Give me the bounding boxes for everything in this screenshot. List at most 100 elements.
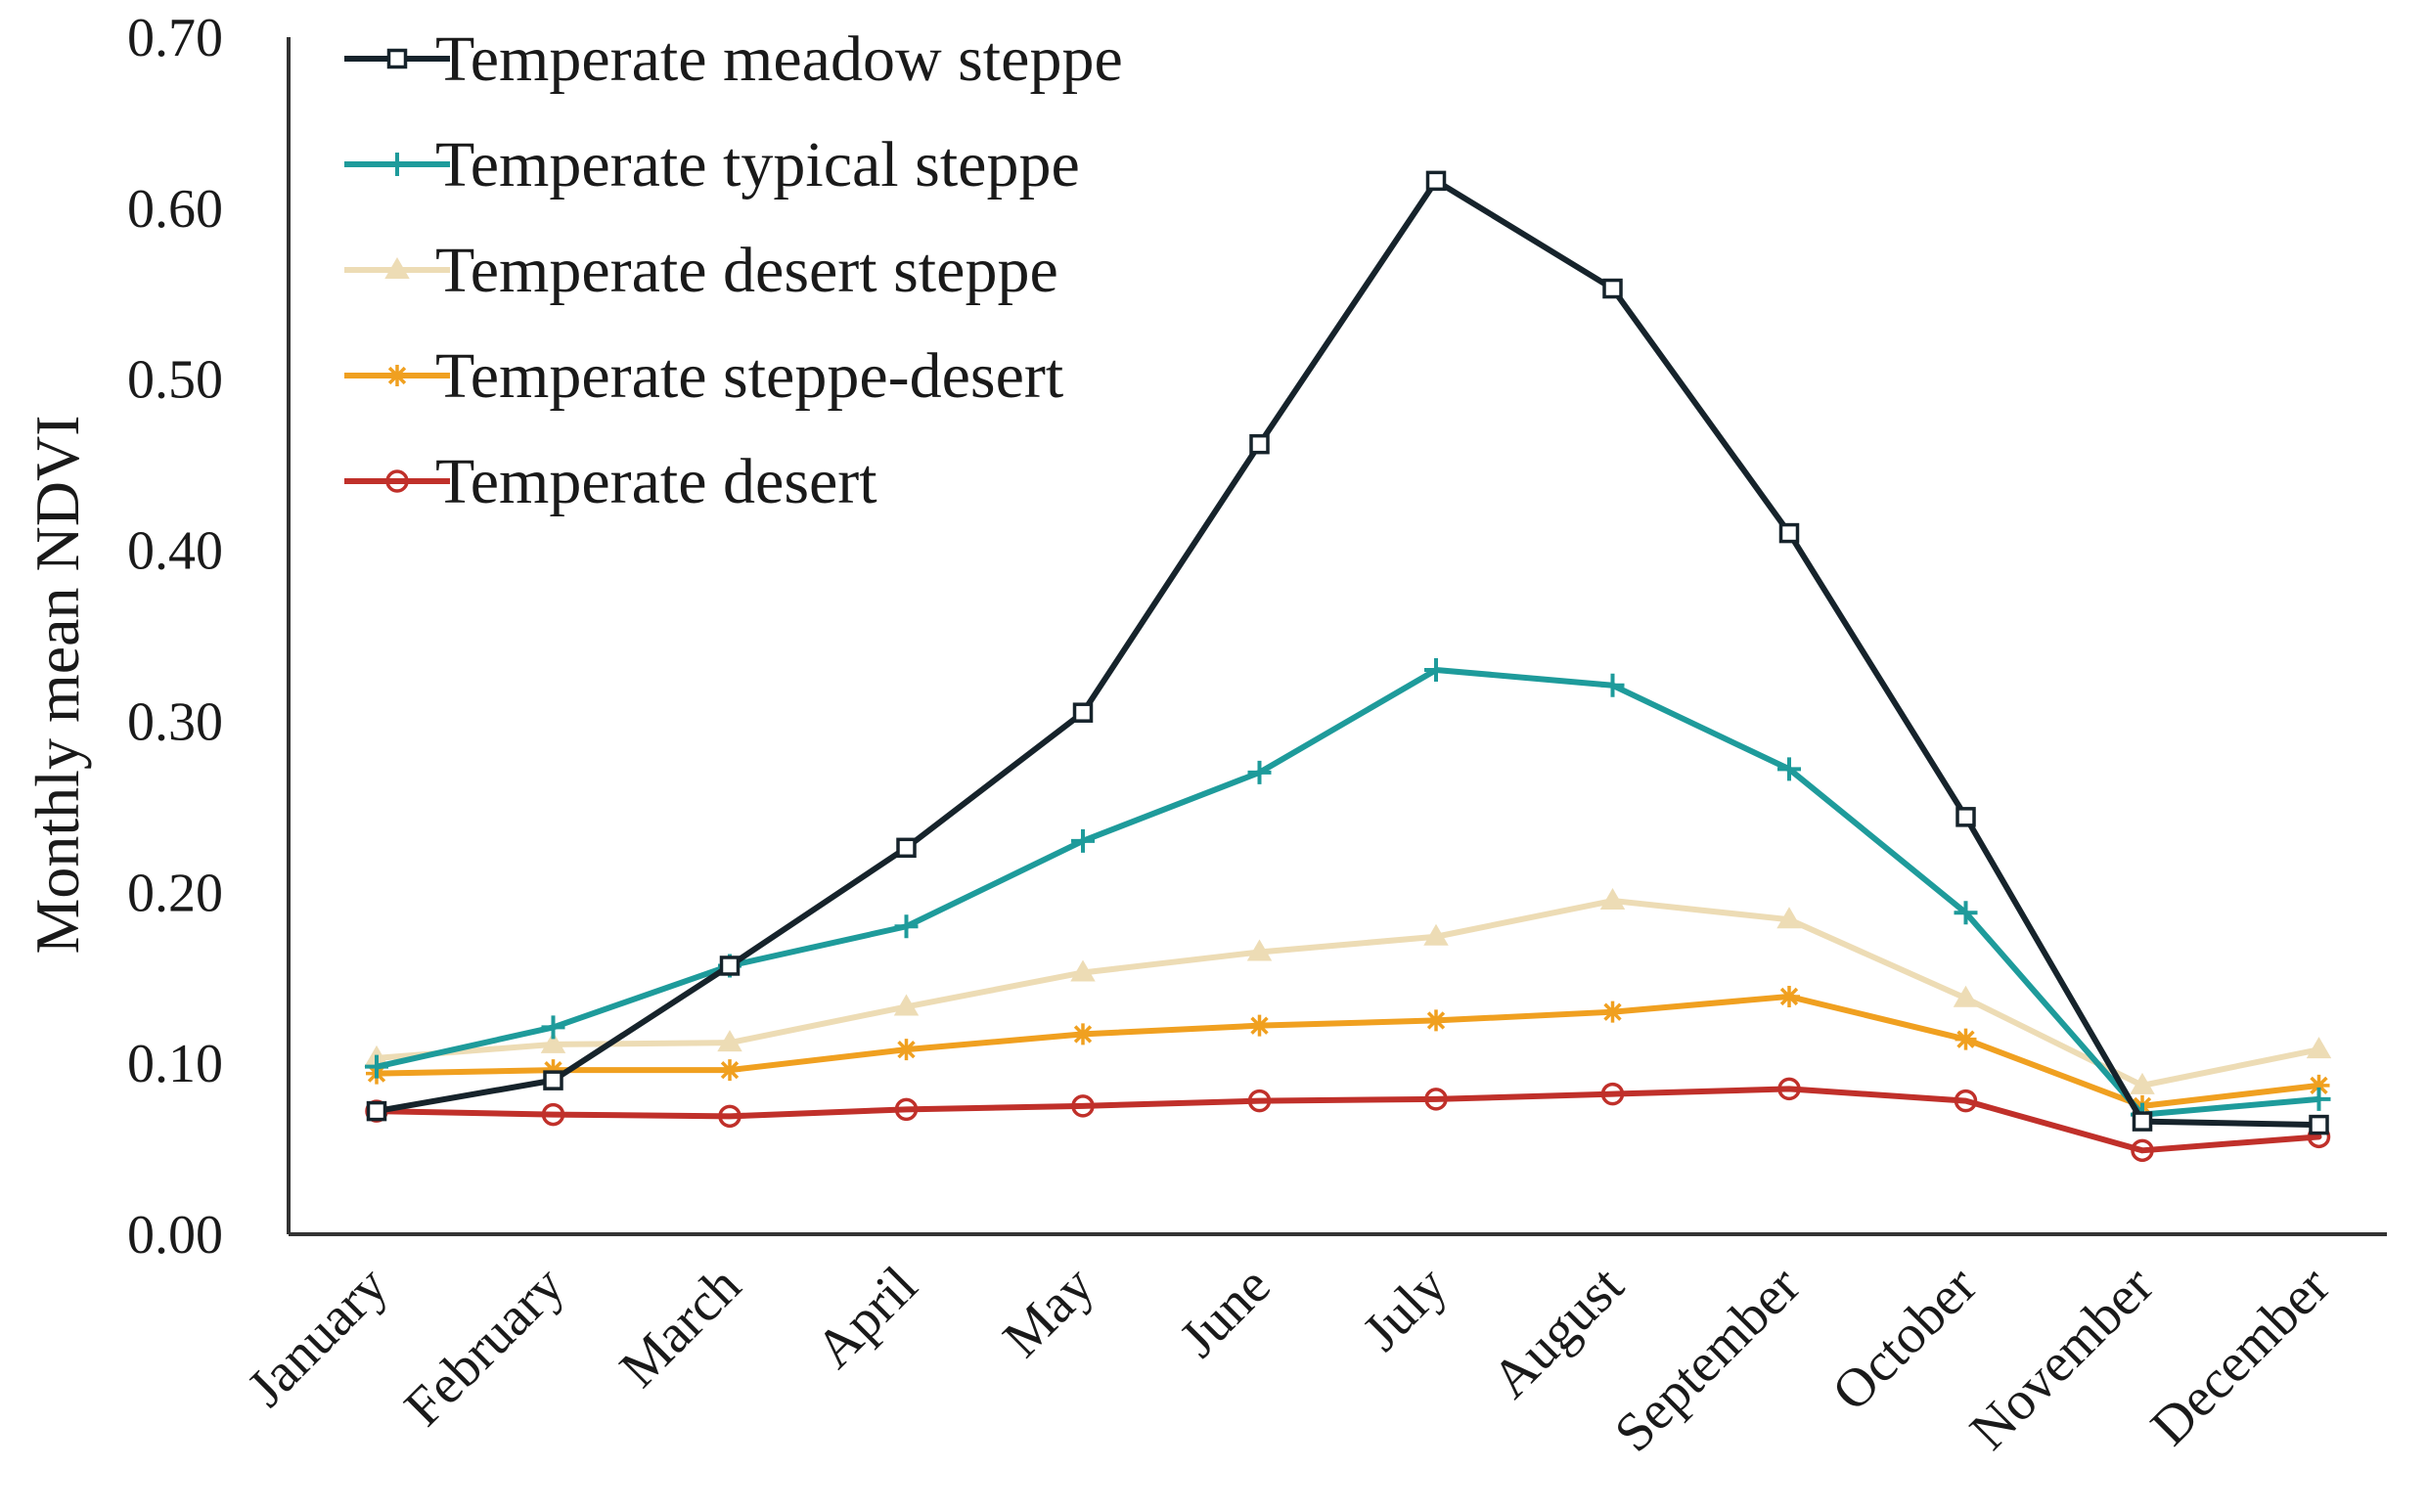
data-point bbox=[1599, 888, 1626, 911]
x-tick-label: October bbox=[1820, 1255, 1989, 1423]
data-point bbox=[2306, 1037, 2332, 1059]
data-point bbox=[2132, 1111, 2153, 1132]
legend-entry: Temperate desert steppe bbox=[344, 235, 1058, 306]
data-point bbox=[540, 1031, 566, 1053]
legend-label: Temperate steppe-desert bbox=[435, 340, 1063, 412]
legend-entry: Temperate meadow steppe bbox=[344, 23, 1123, 95]
x-tick-label: December bbox=[2139, 1255, 2342, 1457]
data-point bbox=[2307, 1087, 2331, 1111]
data-point bbox=[1777, 1077, 1801, 1101]
legend-marker bbox=[384, 257, 410, 279]
data-point bbox=[1246, 939, 1273, 961]
data-point bbox=[366, 1100, 387, 1122]
data-point bbox=[365, 1054, 388, 1079]
data-point bbox=[1778, 522, 1800, 544]
y-tick-label: 0.40 bbox=[127, 521, 223, 582]
data-point bbox=[896, 837, 917, 859]
data-point bbox=[2131, 1138, 2154, 1163]
data-point bbox=[1249, 433, 1270, 455]
data-point bbox=[1072, 702, 1094, 723]
x-tick-label: February bbox=[393, 1255, 576, 1438]
data-point bbox=[543, 1070, 563, 1090]
legend-marker bbox=[385, 153, 409, 176]
data-point bbox=[1248, 1014, 1271, 1037]
x-tick-label: May bbox=[992, 1255, 1105, 1368]
data-point bbox=[1247, 760, 1272, 784]
y-tick-label: 0.70 bbox=[127, 8, 223, 68]
x-tick-label: June bbox=[1168, 1255, 1281, 1368]
data-point bbox=[1424, 657, 1448, 682]
series-4 bbox=[365, 1077, 2331, 1163]
legend-entry: Temperate typical steppe bbox=[344, 129, 1080, 200]
legend-label: Temperate desert bbox=[435, 446, 877, 517]
data-point bbox=[1955, 1028, 1977, 1050]
y-tick-label: 0.00 bbox=[127, 1205, 223, 1266]
y-tick-label: 0.20 bbox=[127, 863, 223, 923]
x-tick-label: July bbox=[1351, 1255, 1459, 1362]
data-point bbox=[1601, 1001, 1624, 1023]
data-point bbox=[894, 914, 919, 939]
data-point bbox=[1423, 923, 1449, 946]
data-point bbox=[1778, 985, 1800, 1007]
series-layer bbox=[364, 170, 2332, 1163]
data-point bbox=[1071, 828, 1095, 853]
data-point bbox=[1425, 170, 1447, 192]
series-1 bbox=[365, 657, 2331, 1127]
series-line bbox=[374, 1086, 2322, 1154]
data-point bbox=[893, 994, 920, 1016]
legend: Temperate meadow steppe Temperate typical… bbox=[344, 23, 1123, 517]
y-tick-labels: 0.00 0.10 0.20 0.30 0.40 0.50 0.60 0.70 bbox=[127, 8, 223, 1266]
data-point bbox=[1954, 1089, 1978, 1113]
data-point bbox=[2130, 1072, 2155, 1094]
data-point bbox=[1425, 1009, 1447, 1032]
data-point bbox=[718, 1104, 742, 1129]
x-tick-label: March bbox=[608, 1255, 752, 1399]
data-point bbox=[541, 1102, 565, 1127]
series-0 bbox=[366, 170, 2329, 1135]
data-point bbox=[1954, 901, 1978, 925]
data-point bbox=[719, 1059, 741, 1082]
data-point bbox=[894, 1097, 919, 1122]
x-tick-label: September bbox=[1603, 1255, 1812, 1463]
y-tick-label: 0.50 bbox=[127, 350, 223, 411]
series-line bbox=[374, 993, 2322, 1109]
x-tick-label: April bbox=[804, 1255, 928, 1379]
legend-marker bbox=[386, 365, 408, 386]
data-point bbox=[1247, 1089, 1272, 1113]
data-point bbox=[2309, 1114, 2329, 1135]
data-point bbox=[1600, 673, 1625, 697]
y-tick-label: 0.30 bbox=[127, 691, 223, 752]
data-point bbox=[1600, 1082, 1625, 1106]
series-line bbox=[374, 898, 2322, 1089]
legend-label: Temperate desert steppe bbox=[435, 235, 1058, 306]
legend-entry: Temperate steppe-desert bbox=[344, 340, 1063, 412]
data-point bbox=[1602, 278, 1623, 299]
x-tick-label: January bbox=[236, 1255, 399, 1418]
data-point bbox=[1953, 985, 1979, 1007]
legend-entry: Temperate desert bbox=[344, 446, 877, 517]
legend-marker bbox=[386, 48, 408, 69]
data-point bbox=[542, 1059, 564, 1082]
legend-label: Temperate typical steppe bbox=[435, 129, 1080, 200]
data-point bbox=[541, 1015, 565, 1040]
data-point bbox=[1777, 757, 1801, 781]
y-tick-label: 0.10 bbox=[127, 1034, 223, 1094]
series-line bbox=[374, 177, 2322, 1129]
series-2 bbox=[364, 888, 2332, 1094]
data-point bbox=[1424, 1088, 1448, 1111]
data-point bbox=[717, 1030, 742, 1052]
series-line bbox=[374, 666, 2322, 1118]
data-point bbox=[2308, 1074, 2330, 1096]
data-point bbox=[1072, 1023, 1094, 1045]
y-axis-title: Monthly mean NDVI bbox=[22, 415, 92, 954]
y-tick-label: 0.60 bbox=[127, 179, 223, 240]
data-point bbox=[1776, 907, 1802, 929]
x-tick-label: August bbox=[1480, 1255, 1636, 1410]
legend-marker bbox=[385, 469, 409, 493]
data-point bbox=[1070, 959, 1096, 982]
legend-label: Temperate meadow steppe bbox=[435, 23, 1123, 95]
data-point bbox=[1955, 807, 1976, 827]
data-point bbox=[719, 956, 741, 976]
